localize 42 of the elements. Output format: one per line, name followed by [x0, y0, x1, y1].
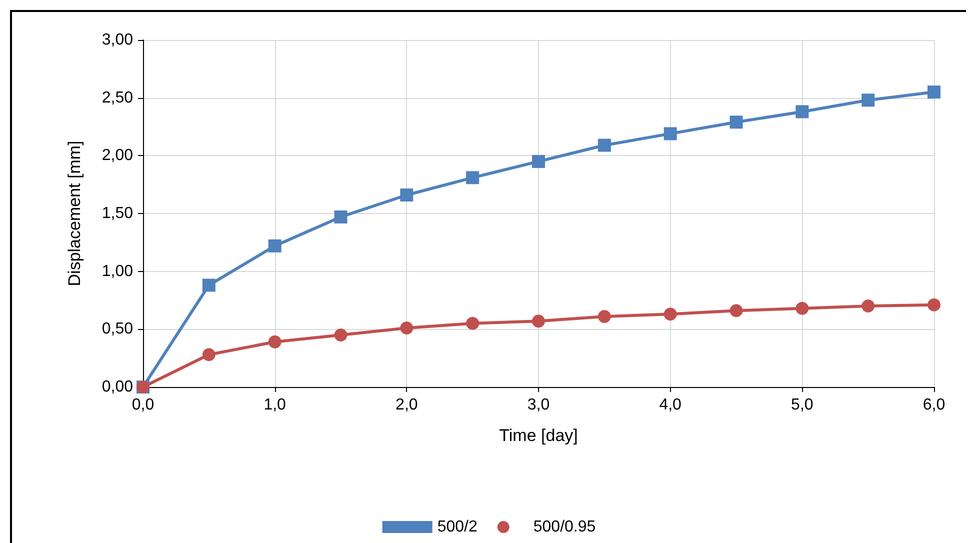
x-axis-title: Time [day] [499, 426, 578, 445]
x-tick-label: 1,0 [264, 396, 286, 414]
point [796, 302, 809, 315]
point [532, 314, 545, 328]
point [400, 188, 414, 202]
point [466, 316, 480, 330]
point [730, 116, 743, 129]
x-tick-label: 3,0 [527, 396, 550, 414]
x-tick-label: 2,0 [396, 396, 418, 414]
point [334, 210, 348, 224]
point [466, 171, 480, 184]
x-tick-label: 4,0 [659, 396, 682, 414]
point [598, 310, 611, 323]
point [928, 298, 940, 312]
y-axis-title: Displacement [mm] [65, 140, 84, 286]
y-tick-label: 1,50 [102, 205, 134, 222]
point [598, 138, 611, 152]
point [664, 308, 677, 321]
point [532, 154, 545, 168]
point [268, 335, 282, 348]
legend-label: 500/0.95 [533, 518, 596, 536]
point [862, 300, 875, 313]
y-tick-label: 3,00 [102, 32, 134, 48]
point [862, 94, 875, 107]
point [202, 278, 216, 292]
y-tick-label: 0,00 [102, 378, 134, 396]
y-tick-label: 1,00 [102, 262, 134, 280]
point [202, 348, 216, 362]
x-tick-label: 0,0 [132, 396, 154, 414]
y-tick-label: 2,50 [102, 89, 134, 106]
point [664, 127, 677, 140]
legend-label: 500/2 [437, 518, 478, 536]
point [400, 322, 414, 335]
point [334, 328, 348, 342]
y-tick-label: 0,50 [102, 320, 134, 338]
x-tick-label: 5,0 [791, 396, 814, 414]
x-tick-label: 6,0 [922, 396, 946, 414]
point [928, 86, 940, 99]
point [796, 105, 809, 118]
point [268, 239, 282, 252]
point [730, 304, 743, 318]
y-tick-label: 2,00 [102, 147, 134, 164]
